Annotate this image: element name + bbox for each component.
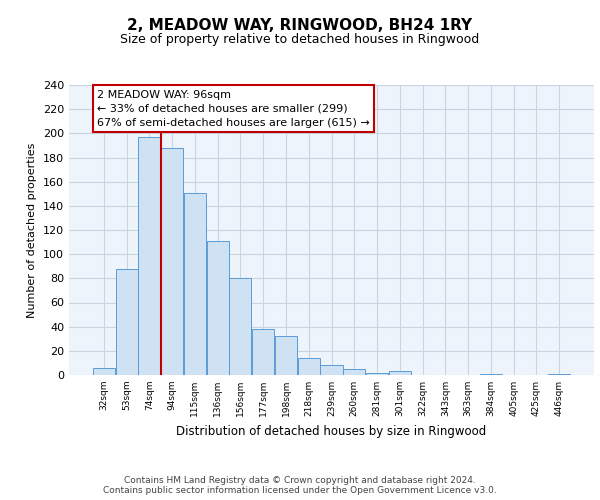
Bar bbox=[298, 358, 320, 375]
Bar bbox=[252, 329, 274, 375]
Bar bbox=[366, 372, 388, 375]
Bar bbox=[116, 268, 138, 375]
Bar bbox=[161, 148, 183, 375]
Bar bbox=[320, 366, 343, 375]
Bar bbox=[275, 336, 297, 375]
Bar bbox=[480, 374, 502, 375]
Bar bbox=[139, 137, 160, 375]
Bar bbox=[93, 368, 115, 375]
Bar bbox=[184, 192, 206, 375]
X-axis label: Distribution of detached houses by size in Ringwood: Distribution of detached houses by size … bbox=[176, 424, 487, 438]
Bar bbox=[343, 369, 365, 375]
Bar bbox=[389, 372, 411, 375]
Y-axis label: Number of detached properties: Number of detached properties bbox=[28, 142, 37, 318]
Bar bbox=[548, 374, 570, 375]
Bar bbox=[229, 278, 251, 375]
Bar bbox=[206, 241, 229, 375]
Text: 2 MEADOW WAY: 96sqm
← 33% of detached houses are smaller (299)
67% of semi-detac: 2 MEADOW WAY: 96sqm ← 33% of detached ho… bbox=[97, 90, 370, 128]
Text: Size of property relative to detached houses in Ringwood: Size of property relative to detached ho… bbox=[121, 32, 479, 46]
Text: 2, MEADOW WAY, RINGWOOD, BH24 1RY: 2, MEADOW WAY, RINGWOOD, BH24 1RY bbox=[127, 18, 473, 32]
Text: Contains HM Land Registry data © Crown copyright and database right 2024.
Contai: Contains HM Land Registry data © Crown c… bbox=[103, 476, 497, 495]
